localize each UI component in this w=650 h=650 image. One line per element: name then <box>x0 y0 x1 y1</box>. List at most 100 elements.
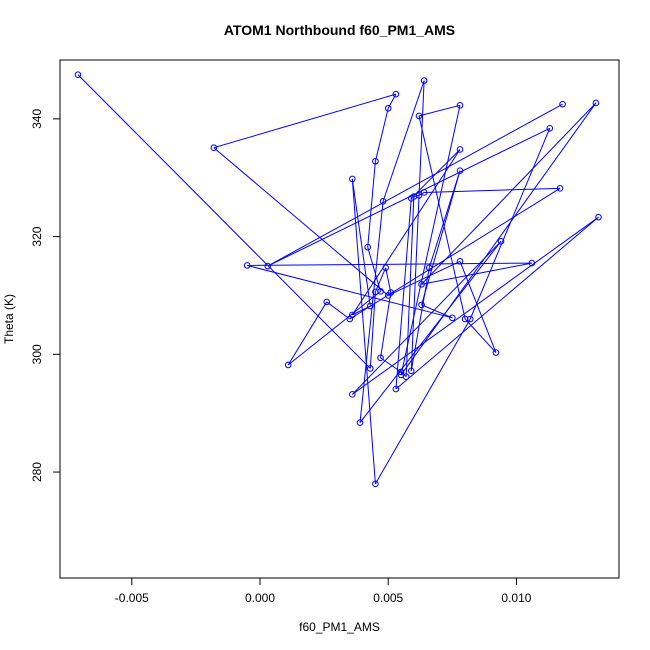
data-point <box>556 185 564 192</box>
data-point <box>349 391 356 398</box>
series-line-segment <box>388 260 461 296</box>
series-line-segment <box>77 74 371 369</box>
series-line-segment <box>395 216 599 390</box>
data-point <box>466 315 474 323</box>
data-point <box>377 354 384 362</box>
series-line-segment <box>267 103 563 267</box>
chart-title: ATOM1 Northbound f60_PM1_AMS <box>224 22 455 38</box>
series-line-segment <box>400 102 597 376</box>
data-point <box>323 298 330 306</box>
data-point <box>592 99 600 107</box>
series-points <box>74 71 602 488</box>
series-line-segment <box>424 187 561 193</box>
data-point <box>559 100 566 108</box>
data-point <box>415 112 423 120</box>
x-axis-label: f60_PM1_AMS <box>299 620 380 634</box>
series-line-segment <box>418 115 466 320</box>
data-point <box>420 189 428 196</box>
series-line-segment <box>351 149 461 316</box>
series-line-segment <box>374 108 389 162</box>
data-point <box>418 280 425 288</box>
data-point <box>415 192 423 199</box>
x-tick-label: 0.000 <box>245 591 275 605</box>
series-line-segment <box>351 178 371 307</box>
y-axis-label: Theta (K) <box>2 294 16 344</box>
data-point <box>372 480 379 488</box>
series-line-segment <box>421 170 461 306</box>
data-point <box>264 262 272 270</box>
data-point <box>407 195 415 202</box>
data-point <box>407 367 415 375</box>
series-line-segment <box>213 93 397 149</box>
data-point <box>497 238 505 245</box>
series-line-segment <box>469 128 551 320</box>
data-point <box>372 157 379 165</box>
series-line-segment <box>287 301 328 366</box>
data-point <box>456 146 464 153</box>
data-point <box>392 90 400 98</box>
series-line-segment <box>351 240 502 395</box>
data-point <box>546 124 554 132</box>
data-point <box>366 302 374 310</box>
series-line-segment <box>385 267 392 293</box>
series-line-segment <box>418 104 461 117</box>
data-point <box>210 144 218 152</box>
x-tick-label: 0.010 <box>501 591 531 605</box>
y-tick-label: 300 <box>30 344 44 364</box>
data-point <box>456 102 464 109</box>
series-line-segment <box>382 80 425 202</box>
x-tick-label: -0.005 <box>115 591 149 605</box>
data-point <box>595 213 602 221</box>
series-lines <box>77 74 599 485</box>
series-line-segment <box>369 291 376 369</box>
data-point <box>492 349 500 356</box>
data-point <box>456 167 464 174</box>
data-point <box>74 71 82 79</box>
data-point <box>449 314 456 322</box>
data-point <box>349 311 356 319</box>
series-line-segment <box>464 318 497 353</box>
series-line-segment <box>287 290 381 366</box>
y-tick-label: 320 <box>30 226 44 246</box>
data-point <box>456 258 464 265</box>
series-line-segment <box>410 80 425 371</box>
y-tick-label: 280 <box>30 462 44 482</box>
series-line-segment <box>352 305 371 316</box>
data-point <box>349 175 356 183</box>
data-point <box>364 243 372 251</box>
data-point <box>528 259 536 267</box>
series-line-segment <box>367 161 376 248</box>
series-line-segment <box>374 267 387 293</box>
data-point <box>243 262 251 269</box>
data-point <box>366 365 374 372</box>
series-line-segment <box>351 178 376 484</box>
series-line-segment <box>349 187 561 320</box>
series-line-segment <box>359 240 502 423</box>
series-line-segment <box>459 261 497 353</box>
series-line-segment <box>428 170 461 268</box>
series-line-segment <box>400 105 461 376</box>
data-point <box>397 368 405 376</box>
data-point <box>420 77 428 84</box>
series-line-segment <box>374 318 471 485</box>
x-axis: -0.005 0.000 0.005 0.010 <box>115 577 532 605</box>
data-point <box>425 264 433 272</box>
data-point <box>418 301 425 309</box>
data-point <box>384 104 392 112</box>
y-tick-label: 340 <box>30 109 44 129</box>
x-tick-label: 0.005 <box>373 591 403 605</box>
series-line-segment <box>421 262 532 285</box>
data-point <box>379 197 387 205</box>
data-point <box>382 264 389 272</box>
data-point <box>284 361 292 369</box>
data-point <box>397 371 405 379</box>
series-line-segment <box>380 292 392 358</box>
data-point <box>377 288 384 295</box>
series-line-segment <box>247 264 453 319</box>
data-point <box>356 419 364 426</box>
data-point <box>392 385 400 393</box>
series-line-segment <box>395 198 412 390</box>
series-line-segment <box>326 301 351 320</box>
y-axis: 280 300 320 340 <box>30 109 61 482</box>
